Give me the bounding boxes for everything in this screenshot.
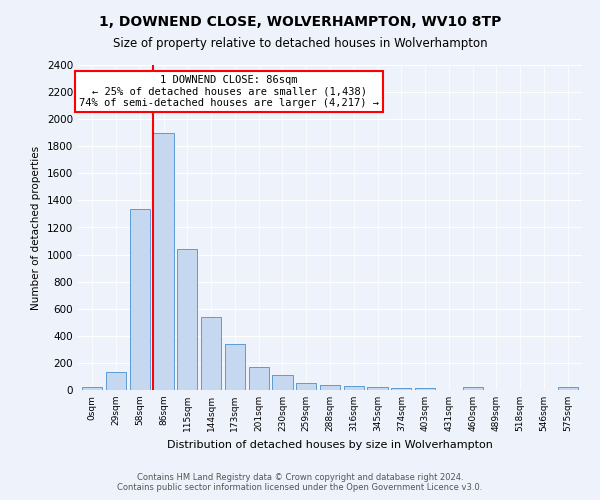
Bar: [272, 375, 293, 390]
Bar: [201, 317, 221, 390]
Bar: [130, 208, 150, 390]
Bar: [225, 344, 245, 390]
Text: 1, DOWNEND CLOSE, WOLVERHAMPTON, WV10 8TP: 1, DOWNEND CLOSE, WOLVERHAMPTON, WV10 8T…: [99, 15, 501, 29]
Text: 1 DOWNEND CLOSE: 86sqm
← 25% of detached houses are smaller (1,438)
74% of semi-: 1 DOWNEND CLOSE: 86sqm ← 25% of detached…: [79, 74, 379, 108]
Bar: [391, 388, 412, 390]
Bar: [463, 388, 483, 390]
Bar: [177, 249, 197, 390]
Text: Contains HM Land Registry data © Crown copyright and database right 2024.
Contai: Contains HM Land Registry data © Crown c…: [118, 473, 482, 492]
Bar: [557, 388, 578, 390]
Bar: [415, 388, 435, 390]
Bar: [106, 372, 126, 390]
Text: Size of property relative to detached houses in Wolverhampton: Size of property relative to detached ho…: [113, 38, 487, 51]
Bar: [296, 382, 316, 390]
Bar: [82, 388, 103, 390]
Bar: [248, 367, 269, 390]
Y-axis label: Number of detached properties: Number of detached properties: [31, 146, 41, 310]
Bar: [367, 388, 388, 390]
Bar: [154, 132, 173, 390]
X-axis label: Distribution of detached houses by size in Wolverhampton: Distribution of detached houses by size …: [167, 440, 493, 450]
Bar: [344, 386, 364, 390]
Bar: [320, 386, 340, 390]
